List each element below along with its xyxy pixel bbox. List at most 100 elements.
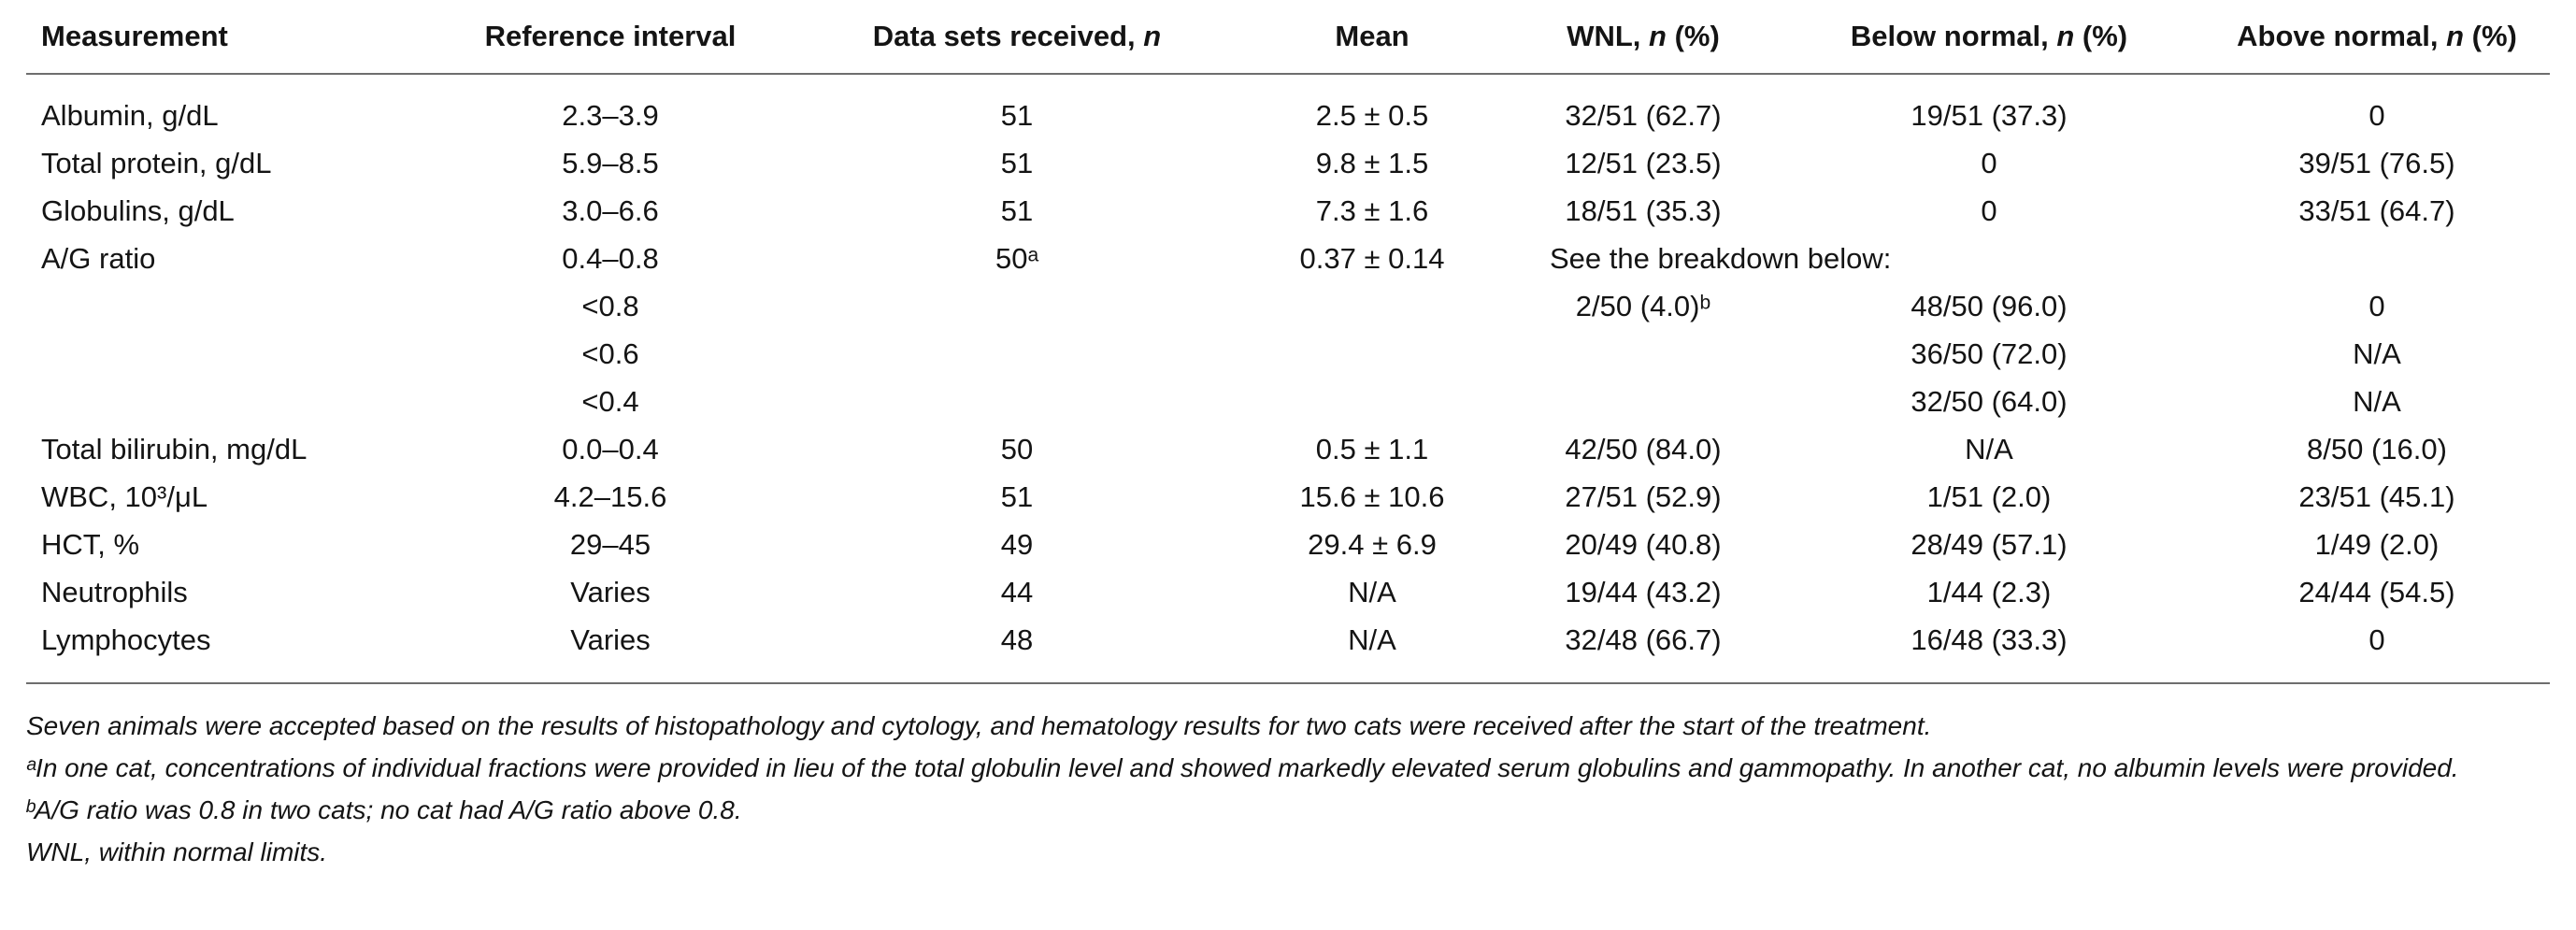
cell-measurement: Neutrophils [41,575,188,608]
cell-above-normal: N/A [2353,384,2401,418]
cell-measurement: A/G ratio [41,241,156,275]
cell-data-sets: 51 [1000,479,1034,513]
cell-measurement: Albumin, g/dL [41,98,219,132]
cell-above-normal: 33/51 (64.7) [2298,193,2455,227]
cell-mean [1232,378,1512,425]
cell-measurement: Lymphocytes [26,616,419,684]
cell-breakdown-note: See the breakdown below: [1550,241,1892,275]
cell-data-sets: 51 [1000,146,1034,179]
cell-wnl: 32/51 (62.7) [1565,98,1722,132]
cell-wnl: 27/51 (52.9) [1565,479,1722,513]
cell-below-normal: 28/49 (57.1) [1911,527,2068,561]
abbreviation-note: WNL, within normal limits. [26,837,328,866]
table-row: HCT, % 29–45 49 29.4 ± 6.9 20/49 (40.8) … [26,521,2550,568]
cell-measurement: Total protein, g/dL [41,146,272,179]
cell-wnl: 19/44 (43.2) [1565,575,1722,608]
header-text: Above normal, [2237,20,2447,52]
cell-reference-interval: Varies [570,575,651,608]
table-row: Lymphocytes Varies 48 N/A 32/48 (66.7) 1… [26,616,2550,684]
table-row: <0.8 2/50 (4.0)ᵇ 48/50 (96.0) 0 [26,282,2550,330]
cell-reference-interval: 4.2–15.6 [553,479,667,513]
cell-below-normal: 0 [1981,193,1997,227]
cell-mean: 15.6 ± 10.6 [1299,479,1445,513]
cell-above-normal: 0 [2368,98,2385,132]
cell-below-normal: N/A [1965,432,2013,465]
table-row: A/G ratio 0.4–0.8 50ᵃ 0.37 ± 0.14 See th… [26,235,2550,282]
table-row: Albumin, g/dL 2.3–3.9 51 2.5 ± 0.5 32/51… [26,74,2550,139]
header-italic-n: n [2056,20,2075,52]
cell-below-normal: 36/50 (72.0) [1911,336,2068,370]
cell-mean [1232,330,1512,378]
header-row: Measurement Reference interval Data sets… [26,0,2550,75]
cell-below-normal: 1/44 (2.3) [1926,575,2052,608]
cell-mean: N/A [1232,616,1512,684]
cell-mean: 7.3 ± 1.6 [1315,193,1429,227]
cell-mean [1232,282,1512,330]
table-row: <0.6 36/50 (72.0) N/A [26,330,2550,378]
cell-reference-interval: <0.6 [581,336,639,370]
cell-measurement: Globulins, g/dL [41,193,235,227]
header-text: (%) [2464,20,2517,52]
cell-wnl: 20/49 (40.8) [1565,527,1722,561]
cell-mean: N/A [1348,575,1396,608]
cell-wnl: 42/50 (84.0) [1565,432,1722,465]
cell-data-sets: 44 [1000,575,1034,608]
header-text: (%) [1666,20,1720,52]
header-text: Data sets received, [872,20,1144,52]
header-italic-n: n [1143,20,1162,52]
column-header-below-normal: Below normal, n (%) [1774,0,2204,75]
cell-measurement [26,330,419,378]
cell-reference-interval: <0.8 [581,289,639,322]
cell-measurement: Total bilirubin, mg/dL [41,432,308,465]
header-text: Measurement [41,20,228,52]
cell-reference-interval: <0.4 [581,384,639,418]
results-table: Measurement Reference interval Data sets… [26,0,2550,684]
cell-data-sets [802,378,1232,425]
header-text: Mean [1335,20,1410,52]
cell-wnl [1512,330,1774,378]
column-header-mean: Mean [1232,0,1512,75]
footnote-b: ᵇA/G ratio was 0.8 in two cats; no cat h… [26,795,742,824]
cell-measurement [26,378,419,425]
cell-mean: 0.5 ± 1.1 [1315,432,1429,465]
cell-wnl: 18/51 (35.3) [1565,193,1722,227]
table-row: Total bilirubin, mg/dL 0.0–0.4 50 0.5 ± … [26,425,2550,473]
column-header-above-normal: Above normal, n (%) [2204,0,2550,75]
cell-reference-interval: 2.3–3.9 [562,98,659,132]
column-header-reference-interval: Reference interval [419,0,802,75]
cell-data-sets: 50 [1000,432,1034,465]
cell-reference-interval: 0.0–0.4 [562,432,659,465]
table-figure: Measurement Reference interval Data sets… [26,0,2550,873]
table-row: <0.4 32/50 (64.0) N/A [26,378,2550,425]
cell-measurement [26,282,419,330]
cell-below-normal: 19/51 (37.3) [1911,98,2068,132]
cell-measurement: WBC, 10³/μL [41,479,208,513]
header-text: (%) [2074,20,2128,52]
general-note: Seven animals were accepted based on the… [26,711,1932,740]
table-footnotes: Seven animals were accepted based on the… [26,684,2550,873]
footnote-a: ᵃIn one cat, concentrations of individua… [26,753,2459,782]
cell-data-sets: 51 [1000,193,1034,227]
column-header-wnl: WNL, n (%) [1512,0,1774,75]
cell-above-normal: N/A [2353,336,2401,370]
cell-below-normal: 1/51 (2.0) [1926,479,2052,513]
cell-above-normal: 23/51 (45.1) [2298,479,2455,513]
cell-below-normal: 0 [1981,146,1997,179]
cell-data-sets [802,282,1232,330]
cell-wnl: 2/50 (4.0)ᵇ [1575,289,1711,322]
cell-above-normal: 24/44 (54.5) [2298,575,2455,608]
cell-data-sets: 48 [802,616,1232,684]
cell-data-sets: 50ᵃ [995,241,1038,275]
cell-below-normal: 16/48 (33.3) [1774,616,2204,684]
cell-above-normal: 0 [2204,616,2550,684]
cell-reference-interval: Varies [419,616,802,684]
cell-mean: 29.4 ± 6.9 [1308,527,1437,561]
cell-data-sets: 51 [1000,98,1034,132]
cell-data-sets: 49 [1000,527,1034,561]
cell-above-normal: 1/49 (2.0) [2314,527,2440,561]
cell-below-normal: 48/50 (96.0) [1911,289,2068,322]
cell-reference-interval: 3.0–6.6 [562,193,659,227]
cell-wnl [1512,378,1774,425]
table-row: Neutrophils Varies 44 N/A 19/44 (43.2) 1… [26,568,2550,616]
cell-below-normal: 32/50 (64.0) [1911,384,2068,418]
